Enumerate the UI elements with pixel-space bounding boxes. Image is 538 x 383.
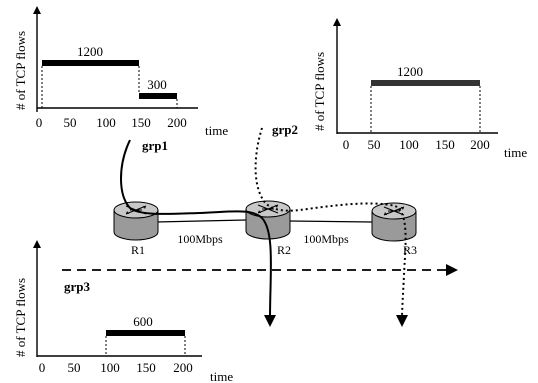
chart-grp2-y-axis-arrow	[333, 18, 341, 26]
link-r2-r3-label: 100Mbps	[303, 232, 349, 246]
chart-grp2-xlabel: time	[504, 145, 527, 160]
chart-grp3-y-axis-arrow	[33, 240, 41, 248]
grp1-label: grp1	[142, 138, 168, 153]
chart-grp3: # of TCP flows 0 50 100 150 200 time 600	[13, 240, 233, 383]
chart-grp3-ylabel: # of TCP flows	[13, 278, 28, 357]
chart-grp1-bar-1200-label: 1200	[77, 44, 103, 59]
router-r2-label: R2	[277, 243, 291, 257]
chart-grp2-tick-200: 200	[470, 137, 490, 152]
chart-grp1-xlabel: time	[205, 123, 228, 138]
chart-grp2-bar-1200	[371, 80, 480, 86]
chart-grp1-tick-0: 0	[36, 115, 43, 130]
chart-grp2-tick-150: 150	[435, 137, 455, 152]
link-r1-r2	[155, 219, 247, 223]
chart-grp1-bar-300-label: 300	[147, 77, 167, 92]
chart-grp2-tick-0: 0	[343, 137, 350, 152]
chart-grp2: # of TCP flows 0 50 100 150 200 time 120…	[312, 18, 527, 160]
chart-grp3-tick-0: 0	[39, 360, 46, 375]
chart-grp3-tick-200: 200	[173, 360, 193, 375]
chart-grp3-tick-150: 150	[136, 360, 156, 375]
chart-grp1-tick-50: 50	[64, 115, 77, 130]
chart-grp1-ylabel: # of TCP flows	[13, 31, 28, 110]
chart-grp3-bar-600-label: 600	[133, 314, 153, 329]
chart-grp2-ylabel: # of TCP flows	[312, 52, 327, 131]
chart-grp1-y-axis-arrow	[33, 6, 41, 14]
flow-grp3-arrowhead	[446, 264, 458, 276]
flow-grp1-path	[120, 139, 272, 319]
flow-grp1-arrowhead	[264, 315, 276, 327]
chart-grp1-tick-100: 100	[96, 115, 116, 130]
chart-grp3-bar-600	[106, 330, 185, 336]
router-r3	[371, 202, 417, 242]
flow-grp2-arrowhead	[396, 315, 408, 327]
chart-grp3-tick-50: 50	[68, 360, 81, 375]
chart-grp1: # of TCP flows 0 50 100 150 200 time 120…	[13, 6, 228, 138]
chart-grp3-tick-100: 100	[100, 360, 120, 375]
grp2-label: grp2	[272, 122, 298, 137]
chart-grp2-tick-100: 100	[399, 137, 419, 152]
link-r1-r2-label: 100Mbps	[177, 232, 223, 246]
chart-grp1-tick-200: 200	[167, 115, 187, 130]
chart-grp1-tick-150: 150	[131, 115, 151, 130]
router-r2	[245, 200, 291, 240]
router-r1-label: R1	[131, 243, 145, 257]
chart-grp1-bar-300	[139, 93, 177, 99]
router-r3-label: R3	[403, 243, 417, 257]
chart-grp2-bar-1200-label: 1200	[397, 64, 423, 79]
chart-grp2-tick-50: 50	[368, 137, 381, 152]
chart-grp1-bar-1200	[42, 60, 139, 66]
router-r1	[113, 201, 159, 241]
link-r2-r3	[289, 220, 373, 223]
grp3-label: grp3	[64, 279, 91, 294]
chart-grp3-xlabel: time	[210, 369, 233, 383]
